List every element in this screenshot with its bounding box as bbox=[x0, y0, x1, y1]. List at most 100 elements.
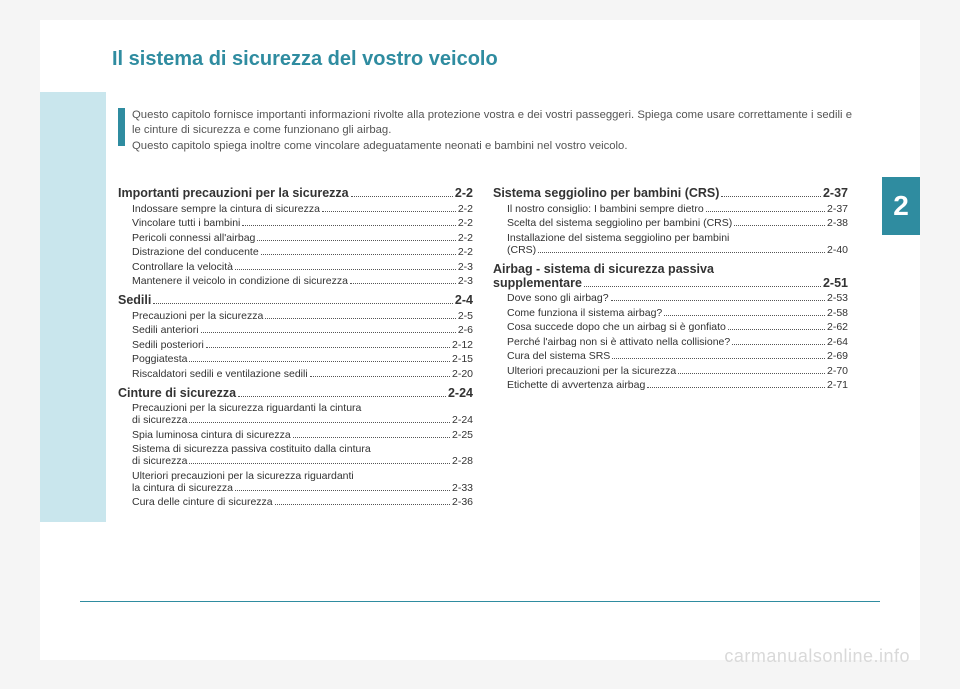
toc-subitem-label: Indossare sempre la cintura di sicurezza bbox=[132, 203, 320, 215]
page-title: Il sistema di sicurezza del vostro veico… bbox=[112, 48, 498, 71]
toc-dots bbox=[189, 361, 450, 362]
toc-dots bbox=[734, 225, 825, 226]
toc-section: Cinture di sicurezza 2-24 bbox=[118, 386, 473, 400]
toc-subitem: Indossare sempre la cintura di sicurezza… bbox=[118, 203, 473, 215]
toc-subitem: Installazione del sistema seggiolino per… bbox=[493, 232, 848, 256]
toc-page: 2-24 bbox=[452, 414, 473, 426]
chapter-intro: Questo capitolo fornisce importanti info… bbox=[132, 108, 852, 154]
toc-subitem-label: Distrazione del conducente bbox=[132, 246, 259, 258]
toc-dots bbox=[728, 329, 825, 330]
toc-section: Sedili 2-4 bbox=[118, 293, 473, 307]
toc-subitem: Cosa succede dopo che un airbag si è gon… bbox=[493, 321, 848, 333]
toc-dots bbox=[275, 504, 450, 505]
toc-subitem-label: Ulteriori precauzioni per la sicurezza r… bbox=[132, 470, 473, 482]
toc-subitem-label: Sedili anteriori bbox=[132, 324, 199, 336]
intro-line-2: Questo capitolo spiega inoltre come vinc… bbox=[132, 139, 852, 154]
toc-subitem-label: Cura del sistema SRS bbox=[507, 350, 610, 362]
toc-subitem-label: Poggiatesta bbox=[132, 353, 187, 365]
toc-dots bbox=[261, 254, 456, 255]
toc-subitem: Ulteriori precauzioni per la sicurezza r… bbox=[118, 470, 473, 494]
toc-page: 2-38 bbox=[827, 217, 848, 229]
toc-subitem-label: Vincolare tutti i bambini bbox=[132, 217, 240, 229]
toc-page: 2-70 bbox=[827, 365, 848, 377]
toc-subitem: Cura delle cinture di sicurezza2-36 bbox=[118, 496, 473, 508]
toc-subitem-label: di sicurezza bbox=[132, 414, 187, 426]
toc-subitem: Come funziona il sistema airbag? 2-58 bbox=[493, 307, 848, 319]
toc-page: 2-15 bbox=[452, 353, 473, 365]
toc-subitem: Mantenere il veicolo in condizione di si… bbox=[118, 275, 473, 287]
toc-page: 2-36 bbox=[452, 496, 473, 508]
toc-page: 2-51 bbox=[823, 276, 848, 290]
toc-subitem-label: Mantenere il veicolo in condizione di si… bbox=[132, 275, 348, 287]
toc-subitem: Precauzioni per la sicurezza2-5 bbox=[118, 310, 473, 322]
toc-subitem-label: Controllare la velocità bbox=[132, 261, 233, 273]
toc-subitem: Sedili anteriori 2-6 bbox=[118, 324, 473, 336]
toc-page: 2-71 bbox=[827, 379, 848, 391]
toc-dots bbox=[584, 286, 821, 287]
toc-dots bbox=[206, 347, 450, 348]
toc-dots bbox=[647, 387, 825, 388]
toc-subitem-label: Scelta del sistema seggiolino per bambin… bbox=[507, 217, 732, 229]
toc-dots bbox=[322, 211, 456, 212]
toc-section-label: Cinture di sicurezza bbox=[118, 386, 236, 400]
toc-section-label: Sistema seggiolino per bambini (CRS) bbox=[493, 186, 719, 200]
toc-page: 2-25 bbox=[452, 429, 473, 441]
toc-page: 2-58 bbox=[827, 307, 848, 319]
toc-subitem-label: Come funziona il sistema airbag? bbox=[507, 307, 662, 319]
toc-dots bbox=[238, 396, 446, 397]
toc-page: 2-4 bbox=[455, 293, 473, 307]
toc-subitem: Precauzioni per la sicurezza riguardanti… bbox=[118, 402, 473, 426]
toc-subitem-label: di sicurezza bbox=[132, 455, 187, 467]
toc-page: 2-37 bbox=[827, 203, 848, 215]
toc-subitem-label: Precauzioni per la sicurezza bbox=[132, 310, 263, 322]
toc-page: 2-2 bbox=[458, 232, 473, 244]
toc-dots bbox=[153, 303, 453, 304]
toc-subitem: Etichette di avvertenza airbag 2-71 bbox=[493, 379, 848, 391]
toc-subitem: Riscaldatori sedili e ventilazione sedil… bbox=[118, 368, 473, 380]
toc-dots bbox=[189, 463, 450, 464]
toc-dots bbox=[611, 300, 825, 301]
intro-marker-bar bbox=[118, 108, 125, 146]
toc-page: 2-2 bbox=[455, 186, 473, 200]
chapter-tab: 2 bbox=[882, 177, 920, 235]
toc-dots bbox=[612, 358, 825, 359]
toc-section-label: Airbag - sistema di sicurezza passiva bbox=[493, 262, 848, 276]
toc-page: 2-37 bbox=[823, 186, 848, 200]
toc-page: 2-24 bbox=[448, 386, 473, 400]
toc-dots bbox=[235, 490, 450, 491]
toc-subitem: Perché l'airbag non si è attivato nella … bbox=[493, 336, 848, 348]
toc-subitem: Ulteriori precauzioni per la sicurezza2-… bbox=[493, 365, 848, 377]
toc-dots bbox=[265, 318, 456, 319]
toc-page: 2-40 bbox=[827, 244, 848, 256]
toc-dots bbox=[189, 422, 450, 423]
toc-section-label: Importanti precauzioni per la sicurezza bbox=[118, 186, 349, 200]
toc-section-label: Sedili bbox=[118, 293, 151, 307]
toc-page: 2-20 bbox=[452, 368, 473, 380]
toc-page: 2-6 bbox=[458, 324, 473, 336]
toc-dots bbox=[242, 225, 455, 226]
side-band bbox=[40, 92, 106, 522]
toc-right-column: Sistema seggiolino per bambini (CRS) 2-37… bbox=[493, 180, 848, 508]
toc-subitem: Controllare la velocità 2-3 bbox=[118, 261, 473, 273]
toc-subitem-label: Installazione del sistema seggiolino per… bbox=[507, 232, 848, 244]
toc-page: 2-53 bbox=[827, 292, 848, 304]
toc-dots bbox=[201, 332, 456, 333]
toc-dots bbox=[350, 283, 456, 284]
toc-subitem-label: Precauzioni per la sicurezza riguardanti… bbox=[132, 402, 473, 414]
toc-subitem: Vincolare tutti i bambini2-2 bbox=[118, 217, 473, 229]
toc-dots bbox=[678, 373, 825, 374]
toc-subitem-label: la cintura di sicurezza bbox=[132, 482, 233, 494]
toc-subitem: Poggiatesta 2-15 bbox=[118, 353, 473, 365]
toc-subitem: Sedili posteriori2-12 bbox=[118, 339, 473, 351]
bottom-rule bbox=[80, 601, 880, 602]
toc-subitem: Distrazione del conducente2-2 bbox=[118, 246, 473, 258]
toc-page: 2-33 bbox=[452, 482, 473, 494]
toc-subitem-label: Dove sono gli airbag? bbox=[507, 292, 609, 304]
toc-page: 2-12 bbox=[452, 339, 473, 351]
toc-subitem-label: (CRS) bbox=[507, 244, 536, 256]
toc-subitem-label: Etichette di avvertenza airbag bbox=[507, 379, 645, 391]
toc-subitem: Dove sono gli airbag? 2-53 bbox=[493, 292, 848, 304]
toc-page: 2-3 bbox=[458, 261, 473, 273]
toc-subitem-label: Sistema di sicurezza passiva costituito … bbox=[132, 443, 473, 455]
toc-page: 2-2 bbox=[458, 203, 473, 215]
